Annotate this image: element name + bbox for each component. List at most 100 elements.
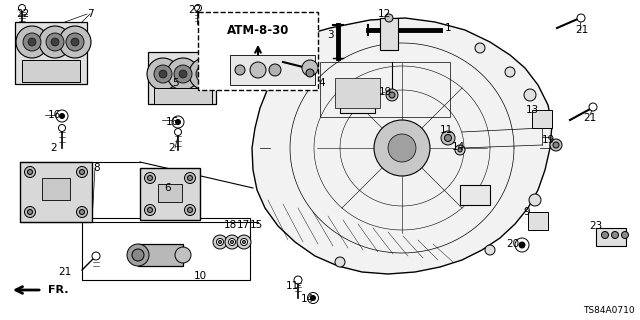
Text: 21: 21 xyxy=(58,267,72,277)
Circle shape xyxy=(294,276,302,284)
Text: 9: 9 xyxy=(524,207,531,217)
Circle shape xyxy=(66,33,84,51)
Circle shape xyxy=(175,129,182,135)
Circle shape xyxy=(302,60,318,76)
Circle shape xyxy=(28,38,36,46)
Bar xyxy=(15,22,87,84)
Circle shape xyxy=(145,172,156,183)
Circle shape xyxy=(24,206,35,218)
Text: 16: 16 xyxy=(165,117,179,127)
Circle shape xyxy=(228,238,236,245)
Text: 1: 1 xyxy=(445,23,451,33)
Circle shape xyxy=(188,175,193,180)
Bar xyxy=(138,244,183,266)
Circle shape xyxy=(237,235,251,249)
Circle shape xyxy=(515,238,529,252)
Circle shape xyxy=(230,241,234,244)
Text: 13: 13 xyxy=(525,105,539,115)
Circle shape xyxy=(589,103,597,111)
Circle shape xyxy=(147,58,179,90)
Circle shape xyxy=(19,4,26,12)
Circle shape xyxy=(179,70,187,78)
Circle shape xyxy=(28,170,33,174)
Bar xyxy=(340,88,375,113)
Circle shape xyxy=(388,134,416,162)
Circle shape xyxy=(235,65,245,75)
Circle shape xyxy=(71,38,79,46)
Text: 18: 18 xyxy=(223,220,237,230)
Circle shape xyxy=(189,58,221,90)
Text: 4: 4 xyxy=(319,78,325,88)
Bar xyxy=(20,162,92,222)
Text: 16: 16 xyxy=(47,110,61,120)
Polygon shape xyxy=(252,18,552,274)
Circle shape xyxy=(167,58,199,90)
Circle shape xyxy=(621,231,628,238)
Circle shape xyxy=(602,231,609,238)
Text: 8: 8 xyxy=(93,163,100,173)
Text: 12: 12 xyxy=(378,9,390,19)
Text: 15: 15 xyxy=(250,220,262,230)
Text: 2: 2 xyxy=(169,143,175,153)
Text: ATM-8-30: ATM-8-30 xyxy=(227,23,289,36)
Circle shape xyxy=(159,70,167,78)
Text: 21: 21 xyxy=(584,113,596,123)
Circle shape xyxy=(175,119,180,124)
Circle shape xyxy=(307,292,319,303)
Circle shape xyxy=(172,116,184,128)
Text: 14: 14 xyxy=(300,294,314,304)
Circle shape xyxy=(23,33,41,51)
Bar xyxy=(148,52,216,104)
Bar xyxy=(335,78,380,108)
Text: TS84A0710: TS84A0710 xyxy=(584,306,635,315)
Circle shape xyxy=(269,64,281,76)
Circle shape xyxy=(385,14,393,22)
Text: 19: 19 xyxy=(378,87,392,97)
Text: 17: 17 xyxy=(236,220,250,230)
Bar xyxy=(460,185,490,205)
Text: 19: 19 xyxy=(541,135,555,145)
Circle shape xyxy=(195,4,202,12)
Text: 7: 7 xyxy=(86,9,93,19)
Text: FR.: FR. xyxy=(48,285,68,295)
Circle shape xyxy=(553,142,559,148)
Circle shape xyxy=(79,210,84,214)
Circle shape xyxy=(524,89,536,101)
Circle shape xyxy=(145,204,156,215)
Text: 14: 14 xyxy=(451,142,465,152)
Circle shape xyxy=(218,241,221,244)
Circle shape xyxy=(58,124,65,132)
Circle shape xyxy=(56,110,68,122)
Circle shape xyxy=(132,249,144,261)
Circle shape xyxy=(154,65,172,83)
Circle shape xyxy=(77,206,88,218)
Text: 20: 20 xyxy=(506,239,520,249)
Circle shape xyxy=(213,235,227,249)
Circle shape xyxy=(519,242,525,248)
Bar xyxy=(140,168,200,220)
Circle shape xyxy=(28,210,33,214)
Circle shape xyxy=(184,172,195,183)
Circle shape xyxy=(310,295,316,300)
Circle shape xyxy=(305,50,315,60)
Circle shape xyxy=(188,207,193,212)
Circle shape xyxy=(243,241,246,244)
Circle shape xyxy=(475,43,485,53)
Circle shape xyxy=(485,245,495,255)
Bar xyxy=(82,218,250,280)
Circle shape xyxy=(241,238,248,245)
Circle shape xyxy=(529,194,541,206)
Circle shape xyxy=(127,244,149,266)
Circle shape xyxy=(196,65,214,83)
Text: 22: 22 xyxy=(188,5,202,15)
Bar xyxy=(154,88,212,104)
Circle shape xyxy=(46,33,64,51)
Circle shape xyxy=(39,26,71,58)
Circle shape xyxy=(77,166,88,178)
Bar xyxy=(596,228,626,246)
Bar xyxy=(230,55,315,85)
Bar xyxy=(22,60,80,82)
Text: 21: 21 xyxy=(575,25,589,35)
Bar xyxy=(528,212,548,230)
Text: 11: 11 xyxy=(285,281,299,291)
